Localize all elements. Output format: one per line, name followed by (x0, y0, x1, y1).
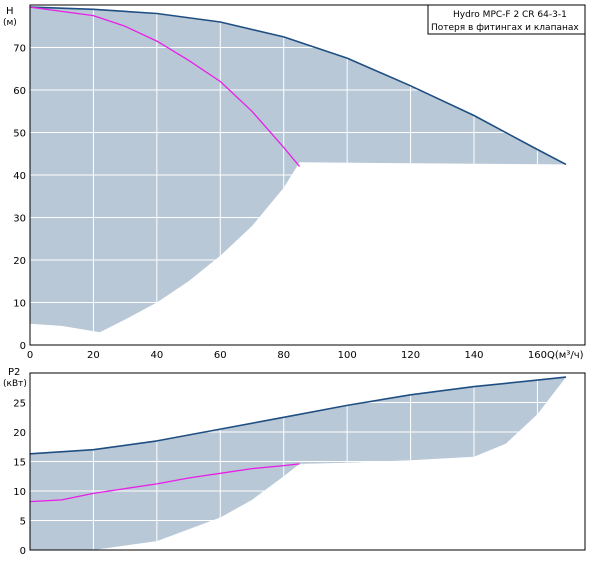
power-ytick-25: 25 (13, 399, 26, 410)
head-xtick-40: 40 (150, 350, 163, 361)
legend: Hydro MPC-F 2 CR 64-3-1 Потеря в фитинга… (427, 4, 586, 35)
head-series-duty (29, 6, 301, 167)
power-series-layer (29, 376, 567, 503)
head-ytick-30: 30 (13, 214, 26, 225)
head-envelope-layer (30, 7, 566, 333)
head-ticks: 0 10 20 30 40 50 60 70 0 20 40 60 80 100 120 140 160 (13, 44, 547, 362)
legend-title: Hydro MPC-F 2 CR 64-3-1 (453, 10, 567, 20)
head-xtick-140: 140 (464, 350, 483, 361)
head-ytick-20: 20 (13, 256, 26, 267)
power-ytick-10: 10 (13, 487, 26, 498)
head-ytick-50: 50 (13, 129, 26, 140)
head-series-layer (29, 6, 567, 167)
head-xtick-20: 20 (87, 350, 100, 361)
power-axis-unit: (кВт) (3, 379, 27, 389)
head-xtick-60: 60 (214, 350, 227, 361)
power-ytick-20: 20 (13, 428, 26, 439)
power-ytick-5: 5 (20, 517, 26, 528)
head-xtick-100: 100 (338, 350, 357, 361)
head-xtick-80: 80 (277, 350, 290, 361)
head-envelope-area (30, 7, 566, 333)
power-plot-frame (29, 372, 586, 551)
head-chart: H (м) 0 10 20 30 40 50 60 70 0 20 40 60 80 100 120 140 1… (3, 4, 586, 362)
power-grid (30, 373, 585, 550)
legend-box (427, 4, 586, 35)
power-series-max (29, 376, 567, 455)
head-ytick-10: 10 (13, 299, 26, 310)
head-grid (30, 5, 585, 345)
power-ticks: 0 5 10 15 20 25 (13, 399, 26, 558)
legend-subtitle: Потеря в фитингах и клапанах (431, 23, 579, 33)
head-xtick-160: 160 (528, 350, 547, 361)
flow-axis-label: Q(м³/ч) (547, 350, 584, 361)
head-series-max (29, 6, 567, 166)
head-xtick-0: 0 (27, 350, 33, 361)
head-ytick-0: 0 (20, 341, 26, 352)
power-ytick-0: 0 (20, 546, 26, 557)
head-axis-unit: (м) (3, 18, 17, 28)
head-ytick-70: 70 (13, 44, 26, 55)
head-ytick-40: 40 (13, 171, 26, 182)
power-chart: P2 (кВт) 0 5 10 15 20 25 (3, 367, 586, 558)
head-axis-label: H (6, 6, 14, 17)
head-xtick-120: 120 (401, 350, 420, 361)
power-axis-label: P2 (8, 367, 20, 378)
head-ytick-60: 60 (13, 86, 26, 97)
power-ytick-15: 15 (13, 458, 26, 469)
head-plot-frame (29, 4, 586, 346)
power-series-duty (29, 463, 300, 503)
